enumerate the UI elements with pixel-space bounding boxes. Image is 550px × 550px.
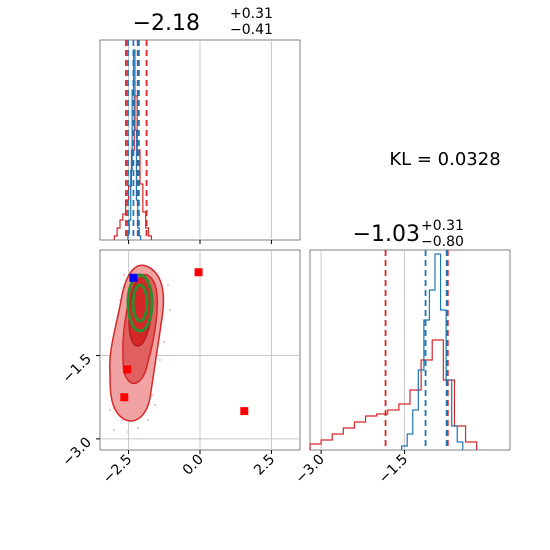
- scatter-point: [129, 273, 138, 282]
- scatter-point: [194, 268, 203, 277]
- y-tick-label: −3.0: [59, 434, 94, 469]
- x-tick-label: −1.5: [376, 452, 411, 487]
- x-tick-label: −2.5: [100, 452, 135, 487]
- scatter-point: [240, 407, 249, 416]
- joint-density: [108, 264, 172, 434]
- scatter-point: [120, 393, 129, 402]
- marginal-2-title-value: −1.03: [353, 222, 420, 247]
- marginal-2-grid: [320, 250, 405, 450]
- marginal-2-quantile-lines: [384, 250, 449, 450]
- x-tick-label: 0.0: [180, 452, 207, 479]
- marginal-panel-2: −3.0 −1.5 −1.03 +0.31 −0.80: [293, 218, 511, 487]
- scatter-point: [123, 365, 132, 374]
- marginal-1-title-plus: +0.31: [230, 6, 273, 22]
- joint-panel: −2.5 0.0 2.5 −1.5 −3.0: [59, 249, 301, 487]
- joint-points: [120, 268, 249, 416]
- marginal-2-series: [309, 253, 478, 450]
- marginal-2-title-minus: −0.80: [421, 234, 464, 250]
- y-tick-label: −1.5: [59, 351, 94, 386]
- marginal-panel-1: −2.18 +0.31 −0.41: [99, 6, 301, 244]
- marginal-1-quantile-lines: [125, 40, 148, 240]
- marginal-1-title-minus: −0.41: [230, 22, 273, 38]
- x-tick-label: −3.0: [293, 452, 328, 487]
- histogram-series-0: [309, 339, 478, 450]
- reference-contour-outer: [126, 273, 154, 333]
- marginal-2-frame: [309, 249, 511, 451]
- marginal-2-title-plus: +0.31: [421, 218, 464, 234]
- marginal-1-ticks: [128, 240, 272, 244]
- x-tick-label: 2.5: [251, 452, 278, 479]
- marginal-1-title-value: −2.18: [133, 11, 200, 36]
- kl-annotation: KL = 0.0328: [389, 149, 500, 170]
- histogram-series-1: [401, 253, 464, 450]
- reference-contour-inner: [131, 283, 149, 323]
- marginal-2-ticks: −3.0 −1.5: [293, 450, 411, 487]
